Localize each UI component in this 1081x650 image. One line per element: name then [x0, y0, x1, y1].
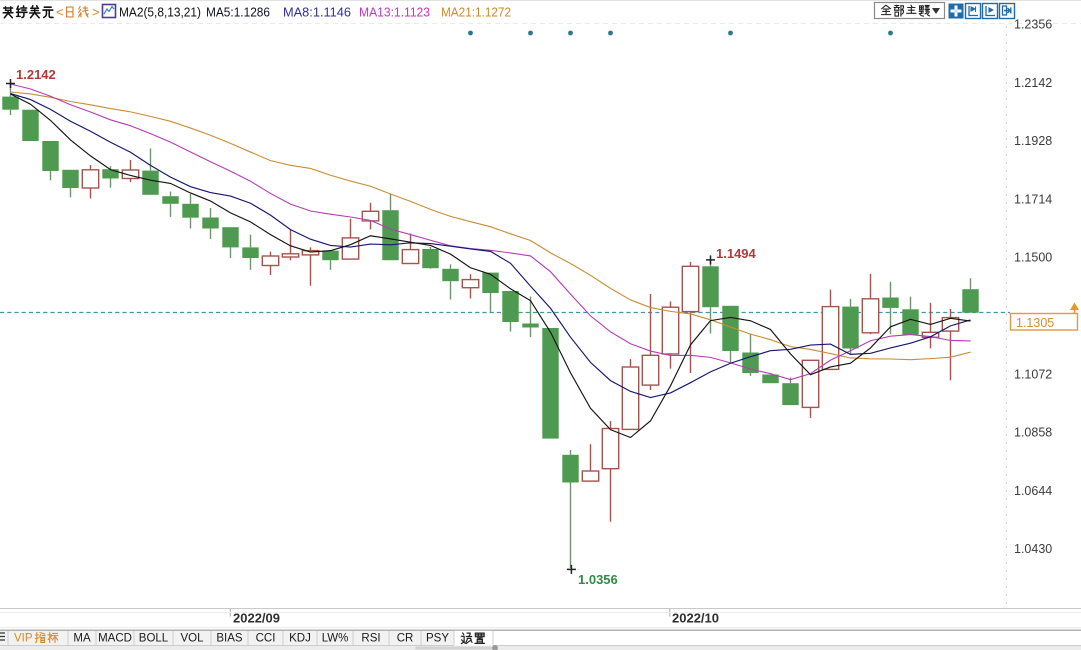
svg-text:1.1928: 1.1928 [1014, 134, 1052, 148]
svg-text:1.2142: 1.2142 [1014, 76, 1052, 90]
svg-text:PSY: PSY [426, 633, 449, 645]
svg-text:1.1494: 1.1494 [716, 246, 757, 261]
svg-text:1.0356: 1.0356 [578, 572, 618, 587]
svg-text:1.2142: 1.2142 [16, 67, 56, 82]
svg-text:MA8:1.1146: MA8:1.1146 [283, 5, 351, 20]
svg-text:MACD: MACD [98, 633, 132, 645]
svg-text:KDJ: KDJ [289, 633, 311, 645]
svg-text:VIP: VIP [14, 633, 33, 645]
svg-text:BOLL: BOLL [139, 633, 169, 645]
svg-text:2022/09: 2022/09 [233, 611, 280, 626]
svg-text:CR: CR [397, 633, 414, 645]
svg-text:1.0644: 1.0644 [1014, 484, 1052, 498]
svg-text:LW%: LW% [322, 633, 349, 645]
svg-text:MA21:1.1272: MA21:1.1272 [441, 5, 511, 20]
svg-text:1.0430: 1.0430 [1014, 542, 1052, 556]
svg-text:CCI: CCI [256, 633, 276, 645]
svg-text:MA13:1.1123: MA13:1.1123 [359, 5, 430, 20]
svg-text:2022/10: 2022/10 [672, 611, 719, 626]
svg-text:BIAS: BIAS [216, 633, 243, 645]
svg-text:1.0858: 1.0858 [1014, 426, 1052, 440]
svg-text:1.1072: 1.1072 [1014, 367, 1052, 381]
svg-text:>: > [92, 5, 100, 20]
svg-text:1.1714: 1.1714 [1014, 192, 1052, 206]
svg-text:1.2356: 1.2356 [1014, 18, 1052, 32]
svg-text:MA5:1.1286: MA5:1.1286 [206, 5, 270, 20]
svg-text:VOL: VOL [180, 633, 204, 645]
svg-text:1.1500: 1.1500 [1014, 251, 1052, 265]
svg-text:MA: MA [73, 633, 91, 645]
svg-text:MA2(5,8,13,21): MA2(5,8,13,21) [119, 5, 201, 20]
svg-text:RSI: RSI [361, 633, 380, 645]
svg-text:1.1305: 1.1305 [1016, 316, 1054, 330]
svg-text:<: < [56, 5, 64, 20]
